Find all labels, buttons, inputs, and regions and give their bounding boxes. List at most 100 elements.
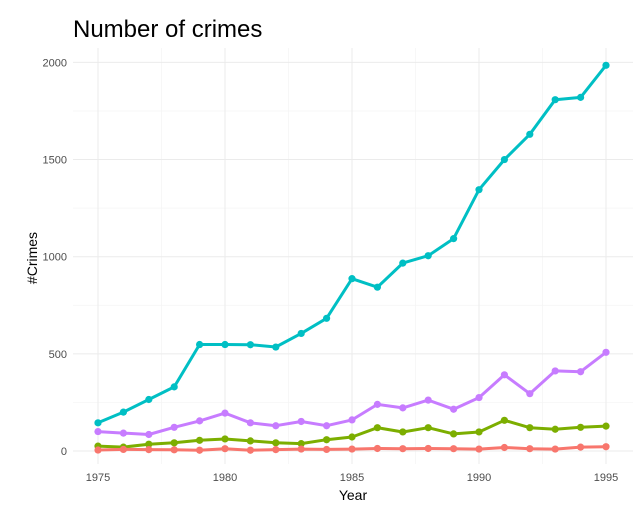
data-point [145, 395, 153, 404]
data-point [272, 343, 280, 351]
data-point [323, 436, 331, 444]
data-point [297, 417, 305, 426]
data-point [94, 446, 102, 454]
data-point [551, 367, 559, 375]
data-point [221, 435, 229, 443]
data-point [373, 283, 381, 291]
x-tick-label: 1985 [340, 472, 364, 484]
data-point [297, 329, 305, 338]
data-point [551, 96, 559, 104]
data-point [323, 445, 331, 454]
data-point [475, 428, 483, 436]
data-point [424, 444, 432, 453]
data-point [272, 439, 280, 447]
data-point [272, 422, 280, 430]
series-group [94, 348, 610, 439]
data-point [348, 275, 356, 283]
x-tick-label: 1975 [86, 472, 110, 484]
data-point [145, 430, 153, 439]
data-point [475, 445, 483, 453]
data-point [221, 340, 229, 349]
data-point [526, 390, 534, 398]
data-point [602, 61, 610, 69]
data-point [94, 427, 102, 436]
data-point [94, 419, 102, 427]
data-point [475, 186, 483, 194]
data-point [246, 341, 254, 349]
data-point [399, 445, 407, 453]
data-point [246, 437, 254, 445]
data-point [297, 445, 305, 453]
data-series [94, 61, 610, 454]
y-tick-label: 2000 [43, 57, 67, 69]
x-tick-label: 1990 [467, 472, 491, 484]
data-point [424, 424, 432, 432]
series-group [94, 61, 610, 427]
data-point [500, 371, 508, 379]
data-point [119, 429, 127, 437]
data-point [450, 445, 458, 453]
data-point [551, 425, 559, 433]
y-tick-label: 500 [49, 349, 67, 361]
data-point [500, 416, 508, 424]
data-point [145, 446, 153, 454]
data-point [119, 445, 127, 454]
data-point [577, 443, 585, 451]
data-point [577, 93, 585, 101]
data-point [145, 440, 153, 448]
series-group [94, 416, 610, 451]
data-point [196, 417, 204, 425]
data-point [526, 130, 534, 138]
data-point [348, 416, 356, 424]
data-point [196, 436, 204, 444]
data-point [348, 445, 356, 453]
data-point [526, 445, 534, 453]
x-tick-label: 1995 [594, 472, 618, 484]
tick-labels: 1975 1980 1985 1990 1995 0 500 1000 1500 2000 [43, 57, 619, 484]
data-point [170, 439, 178, 447]
data-point [373, 400, 381, 408]
x-axis-title: Year [339, 487, 368, 503]
data-point [196, 446, 204, 454]
data-point [297, 440, 305, 448]
data-point [373, 424, 381, 432]
data-point [221, 445, 229, 453]
data-point [170, 446, 178, 454]
data-point [348, 433, 356, 441]
data-point [246, 446, 254, 454]
data-point [577, 368, 585, 376]
data-point [170, 383, 178, 391]
data-point [602, 348, 610, 356]
data-point [196, 340, 204, 349]
data-point [246, 419, 254, 427]
data-point [399, 428, 407, 436]
data-point [424, 252, 432, 260]
data-point [399, 259, 407, 267]
data-point [221, 409, 229, 417]
data-point [450, 430, 458, 438]
data-point [475, 393, 483, 402]
data-point [577, 423, 585, 431]
data-point [450, 235, 458, 243]
chart-title: Number of crimes [73, 16, 262, 43]
data-point [500, 155, 508, 164]
y-tick-label: 0 [61, 446, 67, 458]
data-point [399, 404, 407, 412]
data-point [500, 443, 508, 452]
data-point [272, 446, 280, 454]
y-tick-label: 1000 [43, 252, 67, 264]
y-axis-title: #Crimes [24, 232, 40, 284]
data-point [526, 424, 534, 432]
data-point [450, 405, 458, 413]
y-tick-label: 1500 [43, 155, 67, 167]
data-point [323, 314, 331, 322]
data-point [119, 408, 127, 416]
data-point [551, 445, 559, 453]
data-point [602, 422, 610, 430]
data-point [323, 422, 331, 430]
series-group [94, 443, 610, 454]
data-point [424, 396, 432, 404]
data-point [373, 444, 381, 453]
x-tick-label: 1980 [213, 472, 237, 484]
